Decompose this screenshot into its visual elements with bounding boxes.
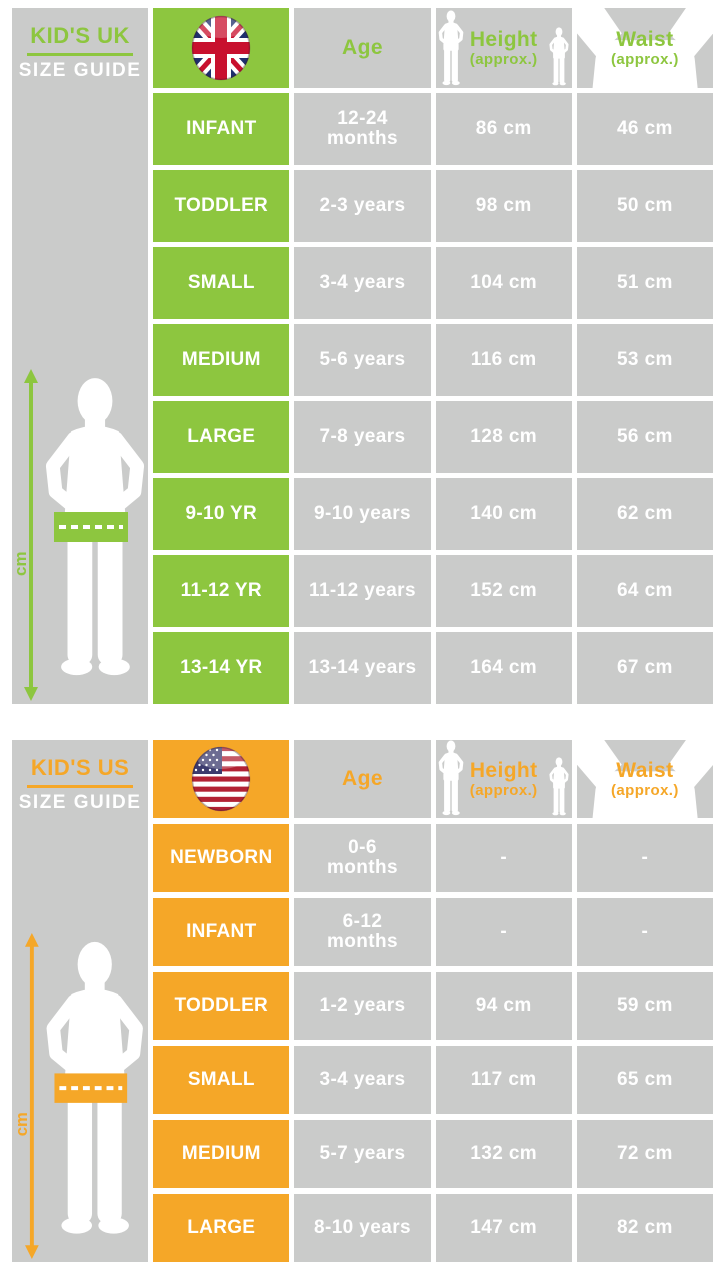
height-cell: 104 cm: [435, 247, 572, 319]
uk-cm-label: cm: [12, 551, 30, 576]
age-cell: 11-12 years: [294, 555, 431, 627]
age-cell: 6-12 months: [294, 898, 431, 966]
short-child-icon: [548, 757, 570, 816]
size-cell: TODDLER: [153, 170, 290, 242]
us-height-header: Height (approx.): [435, 740, 572, 818]
us-title-block: KID'S US SIZE GUIDE: [12, 740, 148, 814]
size-cell: NEWBORN: [153, 824, 290, 892]
waist-cell: 82 cm: [576, 1194, 713, 1262]
title-underline: [27, 53, 134, 56]
size-cell: MEDIUM: [153, 324, 290, 396]
age-cell: 9-10 years: [294, 478, 431, 550]
height-cell: 140 cm: [435, 478, 572, 550]
waist-cell: 65 cm: [576, 1046, 713, 1114]
us-size-guide-table: KID'S US SIZE GUIDE cm: [12, 740, 713, 1262]
child-silhouette-icon: cm: [12, 369, 148, 701]
height-cell: 116 cm: [435, 324, 572, 396]
waist-cell: 50 cm: [576, 170, 713, 242]
uk-flag-icon: [192, 15, 251, 81]
uk-subtitle: SIZE GUIDE: [18, 60, 142, 81]
size-cell: SMALL: [153, 247, 290, 319]
height-cell: 132 cm: [435, 1120, 572, 1188]
waist-cell: 59 cm: [576, 972, 713, 1040]
waist-cell: 72 cm: [576, 1120, 713, 1188]
age-cell: 3-4 years: [294, 247, 431, 319]
uk-size-guide-table: KID'S UK SIZE GUIDE cm: [12, 8, 713, 704]
size-cell: INFANT: [153, 93, 290, 165]
height-cell: 94 cm: [435, 972, 572, 1040]
height-cell: 164 cm: [435, 632, 572, 704]
uk-waist-header: Waist (approx.): [576, 8, 713, 88]
us-flag-icon: [192, 746, 251, 812]
us-measuring-figure: cm: [12, 930, 148, 1262]
waist-cell: 56 cm: [576, 401, 713, 473]
waist-torso-icon: [576, 740, 713, 818]
age-cell: 3-4 years: [294, 1046, 431, 1114]
waist-cell: -: [576, 898, 713, 966]
waist-cell: 46 cm: [576, 93, 713, 165]
height-cell: 152 cm: [435, 555, 572, 627]
short-child-icon: [548, 27, 570, 86]
waist-cell: 67 cm: [576, 632, 713, 704]
waist-cell: -: [576, 824, 713, 892]
size-cell: 11-12 YR: [153, 555, 290, 627]
uk-height-header: Height (approx.): [435, 8, 572, 88]
us-age-header: Age: [294, 740, 431, 818]
us-cm-label: cm: [12, 1112, 31, 1136]
height-cell: -: [435, 824, 572, 892]
age-cell: 7-8 years: [294, 401, 431, 473]
age-cell: 2-3 years: [294, 170, 431, 242]
child-silhouette-icon: cm: [12, 932, 148, 1260]
uk-flag-cell: [153, 8, 290, 88]
size-cell: SMALL: [153, 1046, 290, 1114]
age-cell: 13-14 years: [294, 632, 431, 704]
size-cell: 9-10 YR: [153, 478, 290, 550]
size-cell: INFANT: [153, 898, 290, 966]
age-cell: 8-10 years: [294, 1194, 431, 1262]
waist-cell: 51 cm: [576, 247, 713, 319]
uk-title-block: KID'S UK SIZE GUIDE: [12, 8, 148, 82]
us-flag-cell: [153, 740, 290, 818]
height-cell: 117 cm: [435, 1046, 572, 1114]
size-cell: LARGE: [153, 401, 290, 473]
age-cell: 12-24 months: [294, 93, 431, 165]
uk-title: KID'S UK: [30, 23, 130, 48]
uk-age-header: Age: [294, 8, 431, 88]
age-cell: 0-6 months: [294, 824, 431, 892]
waist-cell: 64 cm: [576, 555, 713, 627]
height-arrow-icon: [24, 932, 39, 1260]
size-cell: LARGE: [153, 1194, 290, 1262]
height-cell: 86 cm: [435, 93, 572, 165]
size-cell: 13-14 YR: [153, 632, 290, 704]
us-title: KID'S US: [30, 755, 130, 780]
us-subtitle: SIZE GUIDE: [18, 792, 142, 813]
tall-child-icon: [437, 10, 465, 86]
height-arrow-icon: [24, 369, 38, 701]
uk-sidebar: KID'S UK SIZE GUIDE cm: [12, 8, 149, 704]
size-cell: MEDIUM: [153, 1120, 290, 1188]
uk-measuring-figure: cm: [12, 366, 148, 704]
us-sidebar: KID'S US SIZE GUIDE cm: [12, 740, 149, 1262]
height-cell: 98 cm: [435, 170, 572, 242]
height-cell: -: [435, 898, 572, 966]
tall-child-icon: [437, 740, 465, 816]
title-underline: [27, 785, 134, 788]
waistband-icon: [54, 512, 128, 542]
height-cell: 128 cm: [435, 401, 572, 473]
age-cell: 5-7 years: [294, 1120, 431, 1188]
height-cell: 147 cm: [435, 1194, 572, 1262]
waistband-icon: [54, 1073, 128, 1103]
age-cell: 5-6 years: [294, 324, 431, 396]
age-cell: 1-2 years: [294, 972, 431, 1040]
us-waist-header: Waist (approx.): [576, 740, 713, 818]
waist-cell: 53 cm: [576, 324, 713, 396]
waist-torso-icon: [576, 8, 713, 88]
waist-cell: 62 cm: [576, 478, 713, 550]
size-cell: TODDLER: [153, 972, 290, 1040]
